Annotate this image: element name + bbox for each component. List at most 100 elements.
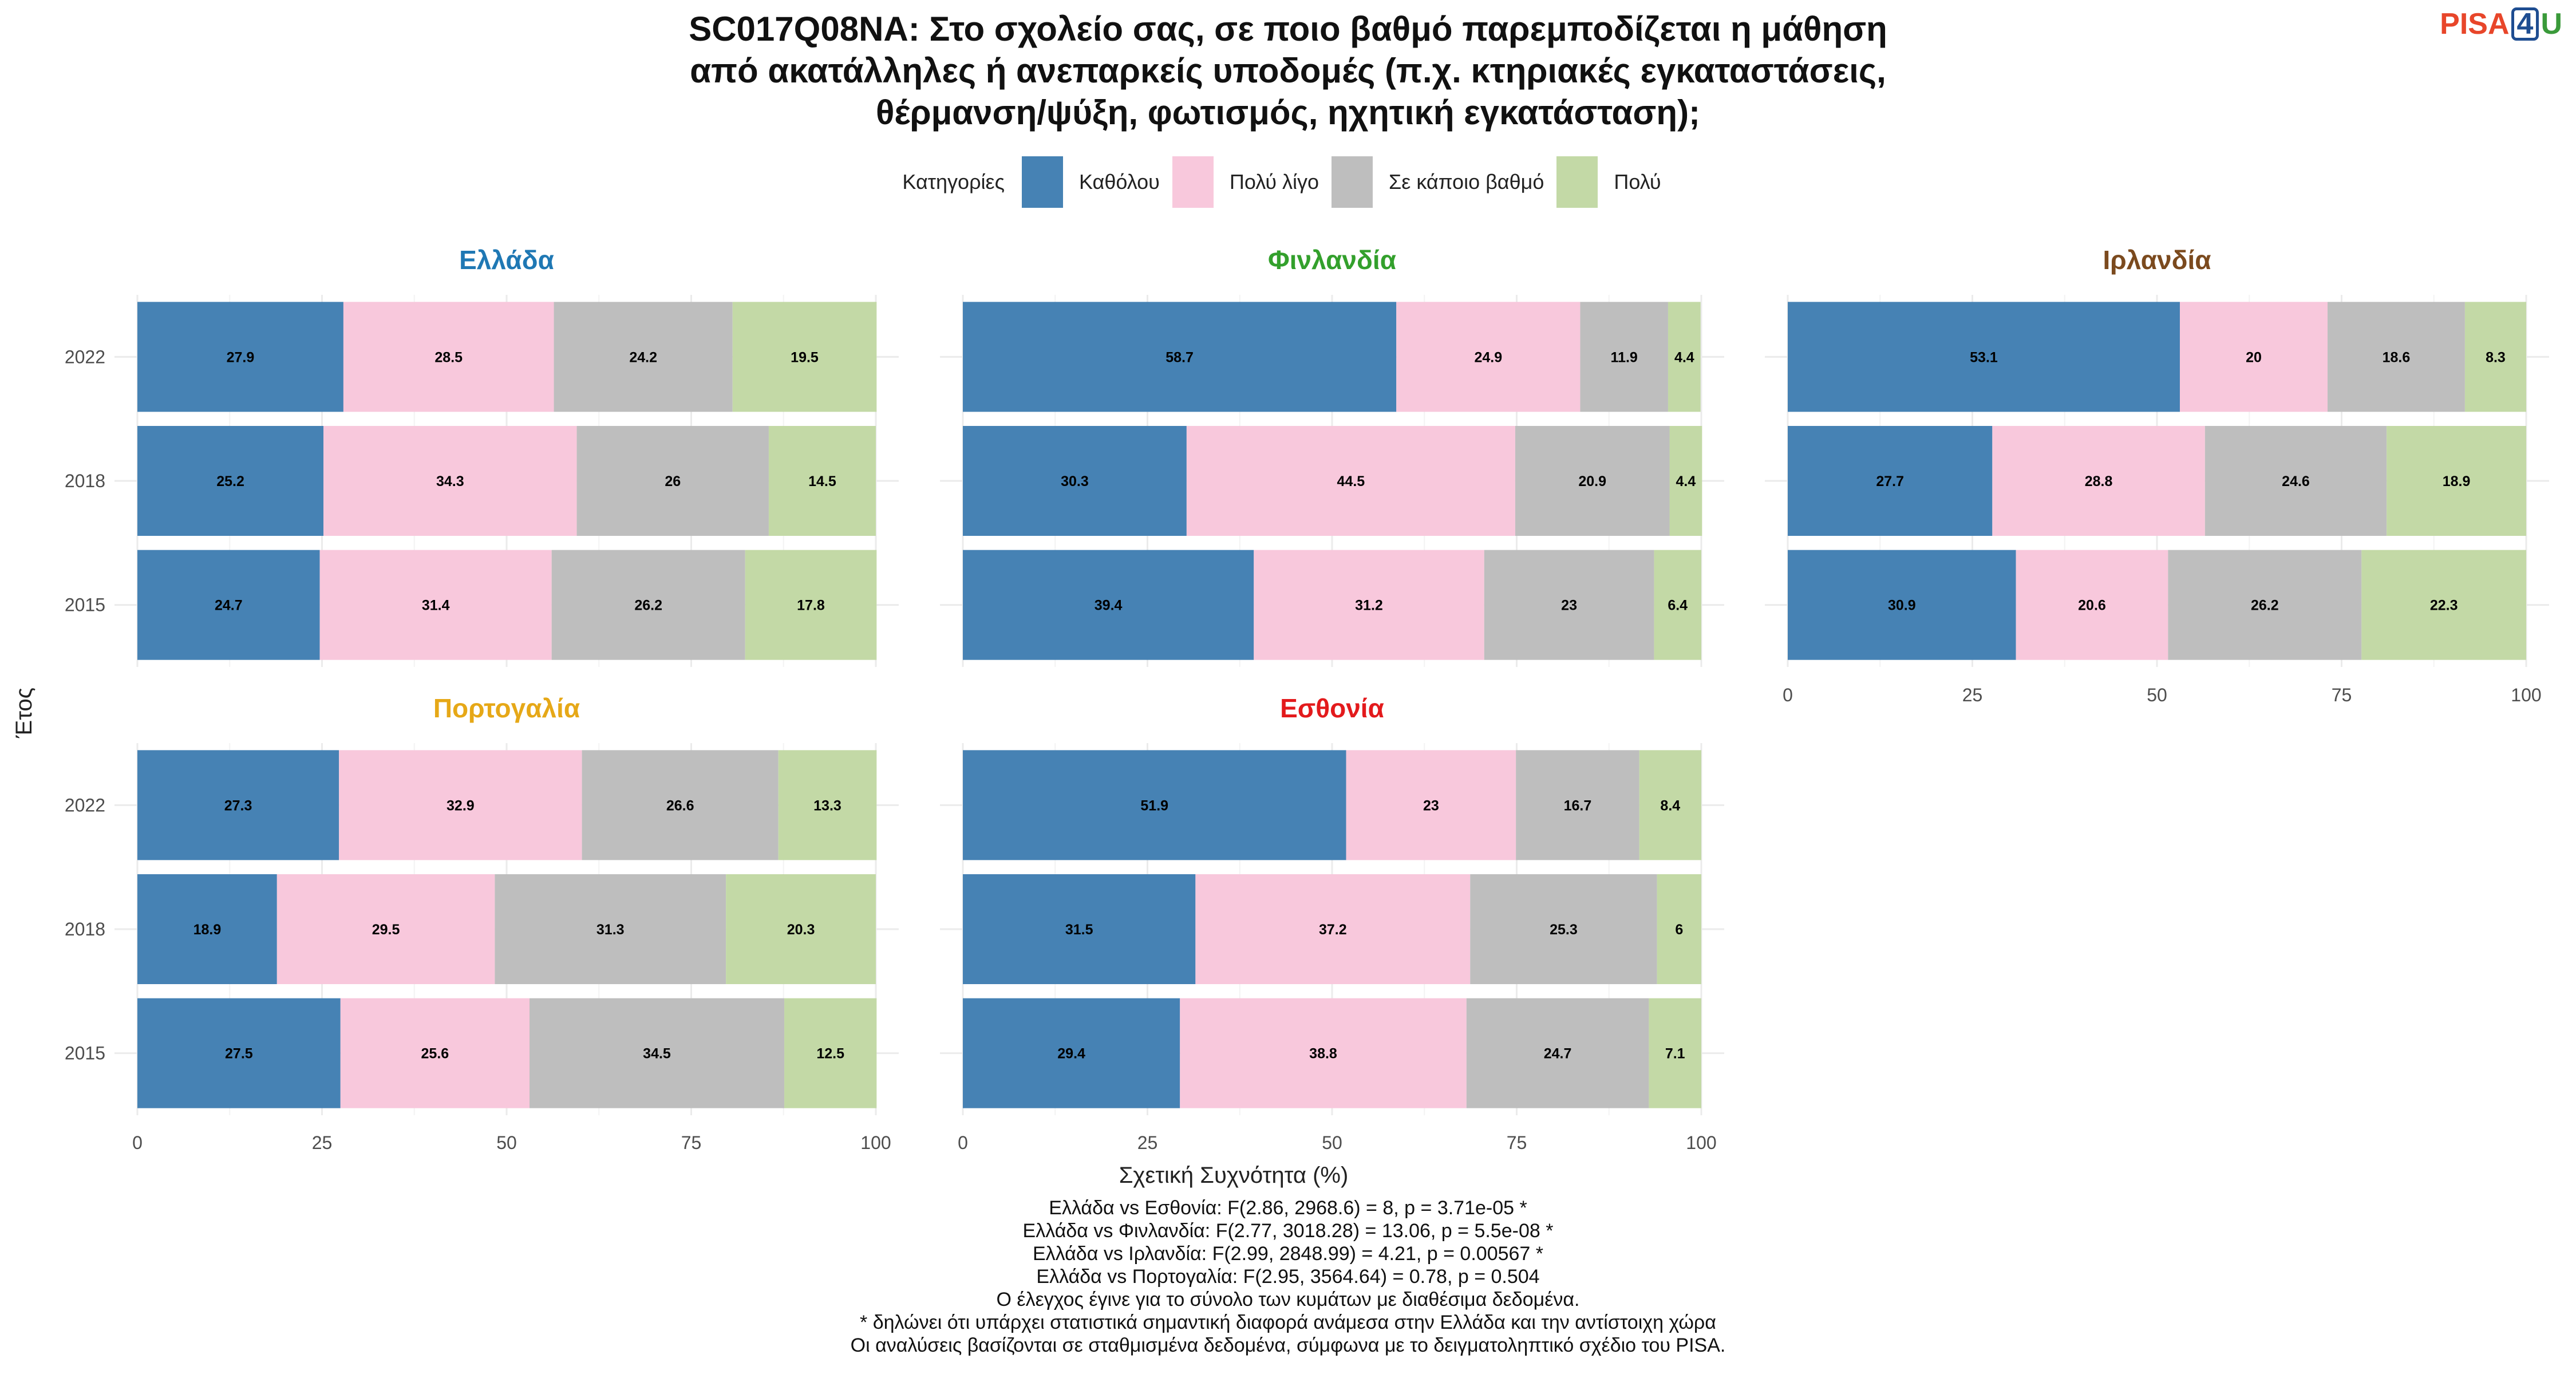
data-label: 11.9 — [1611, 349, 1638, 365]
data-label: 51.9 — [1140, 797, 1168, 814]
data-label: 25.6 — [421, 1046, 449, 1062]
data-label: 6 — [1675, 922, 1683, 938]
data-label: 18.6 — [2383, 349, 2411, 365]
legend-swatch — [1021, 156, 1063, 208]
bar-segment — [2361, 550, 2526, 660]
bar-segment — [582, 750, 779, 860]
bar-segment — [1516, 750, 1639, 860]
data-label: 31.5 — [1065, 922, 1093, 938]
data-label: 23 — [1561, 598, 1577, 614]
bar-segment — [1668, 302, 1701, 412]
data-label: 31.2 — [1355, 598, 1383, 614]
data-label: 31.4 — [422, 598, 450, 614]
data-label: 20 — [2246, 349, 2262, 365]
facet-panel: Ελλάδα 27.9 28.5 24.2 19.5 2022 25.2 34.3 26 14.5… — [65, 245, 899, 667]
data-label: 24.9 — [1474, 349, 1502, 365]
panel-title: Ιρλανδία — [2103, 245, 2211, 275]
bar-segment — [2179, 302, 2328, 412]
data-label: 4.4 — [1674, 349, 1694, 365]
data-label: 24.2 — [629, 349, 657, 365]
bar-segment — [323, 426, 577, 536]
bar-segment — [1515, 426, 1670, 536]
legend-item-poly: Πολύ — [1556, 156, 1661, 208]
bar-segment — [1396, 302, 1581, 412]
x-tick-label: 50 — [496, 1132, 517, 1153]
x-tick-label: 0 — [958, 1132, 968, 1153]
legend-swatch — [1556, 156, 1598, 208]
caption-line: Ελλάδα vs Πορτογαλία: F(2.95, 3564.64) =… — [1036, 1266, 1540, 1288]
y-tick-label: 2015 — [65, 1043, 105, 1064]
bar-segment — [1654, 550, 1701, 660]
legend-item-se-kapoio-vathmo: Σε κάποιο βαθμό — [1332, 156, 1544, 208]
bar-segment — [1657, 874, 1701, 984]
legend-item-katholou: Καθόλου — [1021, 156, 1160, 208]
bar-segment — [1346, 750, 1516, 860]
bar-segment — [554, 302, 733, 412]
legend-item-poly-ligo: Πολύ λίγο — [1172, 156, 1319, 208]
bar-segment — [1649, 998, 1701, 1108]
bar-segment — [137, 426, 324, 536]
data-label: 22.3 — [2430, 598, 2458, 614]
bar-segment — [137, 750, 339, 860]
legend-title: Κατηγορίες — [902, 170, 1005, 194]
data-label: 53.1 — [1970, 349, 1998, 365]
data-label: 20.6 — [2078, 598, 2106, 614]
caption-line: Ελλάδα vs Φινλανδία: F(2.77, 3018.28) = … — [1022, 1220, 1554, 1242]
caption: Ελλάδα vs Εσθονία: F(2.86, 2968.6) = 8, … — [0, 1197, 2576, 1357]
pisa4u-logo: PISA 4 U — [2440, 7, 2562, 41]
y-tick-label: 2018 — [65, 919, 105, 939]
legend-label: Καθόλου — [1078, 170, 1160, 194]
data-label: 37.2 — [1319, 922, 1347, 938]
panel-title: Φινλανδία — [1268, 245, 1396, 275]
logo-text-pisa: PISA — [2440, 7, 2510, 41]
bar-segment — [276, 874, 495, 984]
bar-segment — [319, 550, 552, 660]
title-line: SC017Q08NA: Στο σχολείο σας, σε ποιο βαθ… — [689, 10, 1887, 48]
legend-label: Σε κάποιο βαθμό — [1389, 170, 1544, 194]
bar-segment — [963, 750, 1346, 860]
bar-segment — [576, 426, 769, 536]
caption-line: Ελλάδα vs Εσθονία: F(2.86, 2968.6) = 8, … — [1049, 1197, 1527, 1219]
data-label: 27.9 — [227, 349, 255, 365]
data-label: 8.4 — [1660, 797, 1680, 814]
data-label: 38.8 — [1309, 1046, 1337, 1062]
bar-segment — [745, 550, 877, 660]
data-label: 24.7 — [1544, 1046, 1572, 1062]
data-label: 27.3 — [224, 797, 252, 814]
data-label: 6.4 — [1668, 598, 1688, 614]
data-label: 26.6 — [666, 797, 694, 814]
y-tick-label: 2022 — [65, 346, 105, 367]
data-label: 26 — [665, 473, 681, 489]
bar-segment — [137, 302, 343, 412]
bar-segment — [1992, 426, 2205, 536]
data-label: 17.8 — [797, 598, 825, 614]
bar-segment — [768, 426, 876, 536]
data-label: 30.3 — [1061, 473, 1089, 489]
data-label: 29.5 — [372, 922, 400, 938]
bar-segment — [495, 874, 726, 984]
x-tick-label: 50 — [1322, 1132, 1342, 1153]
bar-segment — [1580, 302, 1668, 412]
title-line: από ακατάλληλες ή ανεπαρκείς υποδομές (π… — [690, 52, 1886, 90]
caption-line: Ο έλεγχος έγινε για το σύνολο των κυμάτω… — [996, 1289, 1580, 1310]
data-label: 26.2 — [634, 598, 662, 614]
data-label: 24.7 — [215, 598, 243, 614]
data-label: 28.5 — [434, 349, 463, 365]
data-label: 26.2 — [2251, 598, 2279, 614]
x-tick-label: 100 — [1686, 1132, 1716, 1153]
facet-panel: Ιρλανδία 53.1 20 18.6 8.3 27.7 28.8 24.6 18.9 30.… — [1765, 245, 2549, 705]
x-tick-label: 25 — [312, 1132, 333, 1153]
facet-panel: Πορτογαλία 27.3 32.9 26.6 13.3 2022 18.9 29.5 31… — [65, 693, 899, 1153]
bar-segment — [1639, 750, 1701, 860]
data-label: 24.6 — [2282, 473, 2310, 489]
data-label: 30.9 — [1888, 598, 1916, 614]
bar-segment — [963, 426, 1187, 536]
x-tick-label: 75 — [681, 1132, 702, 1153]
data-label: 8.3 — [2486, 349, 2506, 365]
bar-segment — [1669, 426, 1702, 536]
legend-label: Πολύ — [1614, 170, 1661, 194]
caption-line: Οι αναλύσεις βασίζονται σε σταθμισμένα δ… — [850, 1334, 1726, 1356]
y-axis-title: Έτος — [11, 688, 37, 739]
x-tick-label: 0 — [132, 1132, 143, 1153]
x-tick-label: 25 — [1137, 1132, 1158, 1153]
